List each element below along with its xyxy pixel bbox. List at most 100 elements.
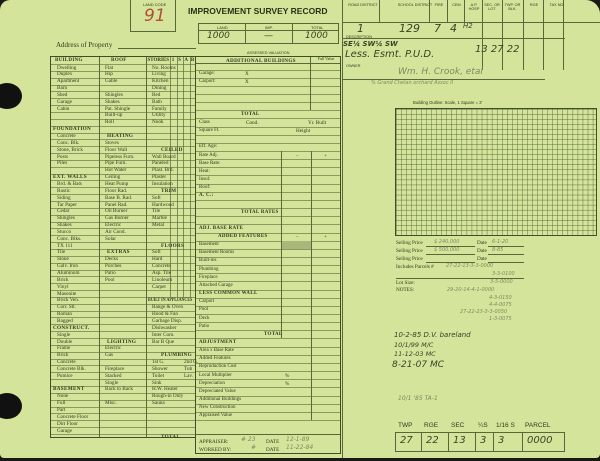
address-line[interactable] — [118, 48, 196, 49]
minus-label: − — [296, 152, 299, 159]
row-rule — [51, 338, 195, 339]
parcel-value-0[interactable]: 27 — [400, 435, 413, 446]
row-rule — [196, 265, 340, 266]
row-label-total: TOTAL — [264, 331, 283, 337]
handwritten-note-1[interactable]: 10/1/99 M/C — [394, 341, 434, 349]
district-value-1[interactable]: 129 — [399, 22, 420, 35]
date-1[interactable]: 6-1-20 — [492, 239, 509, 245]
parcel-value-1[interactable]: 22 — [426, 435, 439, 446]
parcel-header-3: ¼S — [478, 422, 488, 429]
parcels-1[interactable]: 27-22-13-3-3-0000 — [446, 263, 494, 269]
field-label-1st-g-: 1st G. — [152, 359, 165, 366]
date-2[interactable]: 8-85 — [492, 247, 504, 253]
field-label-hardwood: Hardwood — [152, 201, 174, 208]
owner-name[interactable]: Wm. H. Crook, etal — [398, 67, 483, 77]
row-rule — [196, 85, 340, 87]
selling-price-1[interactable]: $ 240,000 — [434, 239, 460, 245]
row-label-class: Class — [199, 119, 210, 125]
field-label-gas: Gas — [105, 352, 114, 359]
parcel-value-2[interactable]: 13 — [453, 435, 466, 446]
appraiser-value[interactable]: # 23 — [241, 436, 256, 443]
field-label-gas-burner: Gas Burner — [105, 215, 129, 222]
sec-twp-rge[interactable]: 13 27 22 — [475, 44, 520, 55]
owner-care-of[interactable]: % Grand Chelan orchard Assoc II — [371, 80, 454, 86]
note-parcel-3[interactable]: 27-22-23-3-3-0050 — [460, 309, 508, 315]
district-value-2[interactable]: 7 — [434, 22, 441, 35]
row-rule — [196, 69, 340, 70]
yr-built-label: Yr. Built — [308, 119, 327, 126]
land-code-value[interactable]: 91 — [144, 6, 166, 26]
section-header-total: TOTAL — [161, 434, 181, 441]
date-line — [488, 262, 524, 263]
handwritten-note-2[interactable]: 11-12-03 MC — [394, 350, 436, 358]
handwritten-note-0[interactable]: 10-2-85 D.V. bareland — [394, 331, 471, 339]
building-outline-grid[interactable] — [395, 108, 597, 236]
row-rule — [51, 180, 195, 181]
parcels-2[interactable]: 3-3-0100 — [492, 271, 515, 277]
column-header-1: 1 — [171, 57, 175, 63]
row-rule — [51, 358, 195, 360]
row-rule — [196, 110, 340, 111]
row-rule — [51, 392, 195, 394]
stories-col-divider — [183, 57, 184, 297]
handwritten-note-3[interactable]: 8-21-07 MC — [392, 360, 445, 370]
district-value-3[interactable]: 4 — [450, 22, 457, 35]
stories-col-divider — [176, 57, 178, 297]
field-label-shakes: Shakes — [57, 222, 72, 229]
row-rule — [196, 191, 340, 193]
worked-by-label: WORKED BY: — [199, 447, 232, 453]
field-label-corr-stl-: Corr. Stl. — [57, 304, 76, 311]
row-rule — [51, 331, 195, 332]
field-label-single: Single — [57, 331, 71, 338]
field-label-family: Family — [152, 105, 167, 112]
total-value[interactable]: 1000 — [305, 31, 328, 41]
row-label-insul-: Insul: — [199, 176, 211, 182]
row-rule — [51, 283, 195, 284]
row-rule — [51, 166, 195, 168]
selling-price-2[interactable]: $ 500,000 — [434, 247, 460, 253]
district-header-8: TAX NO. — [549, 3, 565, 7]
parcel-value-4[interactable]: 3 — [498, 435, 505, 446]
handwritten-note-4[interactable]: 10/1 '85 TA-1 — [398, 395, 438, 402]
row-rule — [196, 126, 340, 128]
district-value-0[interactable]: 1 — [357, 22, 364, 35]
land-value[interactable]: 1000 — [207, 31, 230, 41]
imp-value[interactable]: — — [264, 31, 273, 41]
field-label-single: Single — [105, 379, 119, 386]
column-header-roof: ROOF — [111, 57, 127, 63]
note-parcel-4[interactable]: 1-3-0075 — [489, 316, 512, 322]
row-label-local-multiplier: Local Multiplier — [199, 372, 232, 378]
description-line-1[interactable]: SE¼ SW¼ SW — [343, 40, 398, 48]
appraiser-date[interactable]: 12-1-89 — [286, 436, 310, 443]
description-line-2[interactable]: Less. Esmt. P.U.D. — [345, 49, 435, 60]
note-parcel-1[interactable]: 4-3-0150 — [489, 295, 512, 301]
row-rule — [51, 255, 195, 257]
field-label-floor-wall: Floor Wall — [105, 146, 128, 153]
worked-by-value[interactable]: # — [251, 444, 257, 451]
parcel-value-5[interactable]: 0000 — [527, 435, 553, 446]
row-rule — [51, 221, 195, 223]
section-header-floors: FLOORS — [161, 242, 185, 249]
field-label-lav-: Lav. — [184, 372, 194, 379]
field-label-wall-board: Wall Board — [152, 153, 176, 160]
worked-by-date[interactable]: 11-22-84 — [286, 444, 314, 451]
field-label-shed: Shed — [57, 91, 68, 98]
field-label-h-w-heater: H.W. Heater — [152, 386, 178, 393]
land-label: LAND — [217, 25, 228, 30]
field-label-carpet: Carpet — [152, 283, 166, 290]
parcel-value-3[interactable]: 3 — [480, 435, 487, 446]
field-label-range-oven: Range & Oven — [152, 304, 184, 311]
lot-size[interactable]: 3-5-0000 — [490, 279, 513, 285]
field-label-part: Part — [57, 407, 66, 413]
note-parcel-0[interactable]: 29-20-14-4-1-0000 — [447, 287, 495, 293]
row-label-garage-: Garage: — [199, 71, 215, 76]
field-label-concrete: Concrete — [57, 359, 76, 366]
row-rule — [196, 232, 340, 233]
field-label-porches: Porches — [105, 263, 122, 270]
note-parcel-2[interactable]: 4-4-0075 — [489, 302, 512, 308]
section-header-foundation: FOUNDATION — [53, 126, 92, 133]
field-label-barn: Barn — [57, 85, 68, 92]
district-value-4[interactable]: H2 — [463, 22, 473, 30]
row-label-depreciation: Depreciation — [199, 380, 225, 386]
lot-size-label: Lot Size: — [396, 280, 415, 286]
